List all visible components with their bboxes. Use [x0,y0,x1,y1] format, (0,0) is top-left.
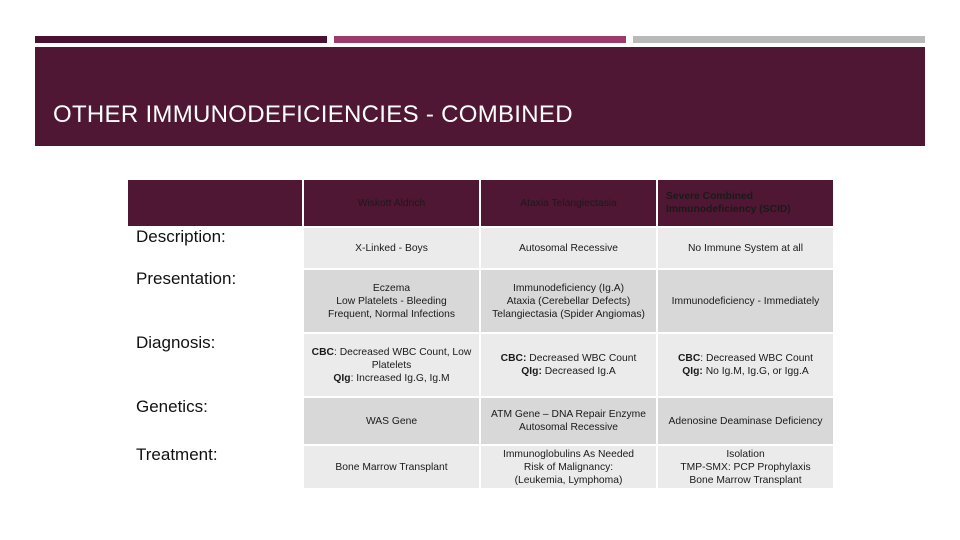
table-row: Genetics: WAS Gene ATM Gene – DNA Repair E… [126,396,835,446]
immunodeficiency-table: Wiskott Aldrich Ataxia Telangiectasia Se… [126,178,835,490]
cell-line: Immunodeficiency (Ig.A) [512,282,625,294]
cell-key: QIg [333,372,351,384]
row-label: Description: [126,226,304,270]
table-cell: WAS Gene [302,396,481,446]
cell-line: QIg: Increased Ig.G, Ig.M [304,372,479,385]
cell-line: Eczema [372,282,411,294]
cell-text: No Ig.M, Ig.G, or Igg.A [702,366,809,377]
table-cell: CBC: Decreased WBC Count QIg: No Ig.M, Ig… [656,332,835,398]
cell-line: QIg: Decreased Ig.A [481,365,656,378]
column-header: Ataxia Telangiectasia [479,178,658,228]
table-row: Description: X-Linked - Boys Autosomal Rec… [126,226,835,270]
table-cell: Immunodeficiency - Immediately [656,268,835,334]
cell-key: CBC [311,346,334,358]
table-cell: No Immune System at all [656,226,835,270]
table-cell: Immunodeficiency (Ig.A) Ataxia (Cerebella… [479,268,658,334]
cell-line: X-Linked - Boys [355,242,428,254]
cell-line: Autosomal Recessive [518,422,618,433]
cell-line: CBC: Decreased WBC Count [481,352,656,365]
table-cell: ATM Gene – DNA Repair Enzyme Autosomal Re… [479,396,658,446]
table-row: Presentation: Eczema Low Platelets - Bleed… [126,268,835,334]
table-row: Treatment: Bone Marrow Transplant Immunogl… [126,444,835,490]
cell-line: ATM Gene – DNA Repair Enzyme [491,409,646,420]
row-label: Treatment: [126,444,304,490]
cell-text: Decreased Ig.A [541,366,616,377]
cell-line: Telangiectasia (Spider Angiomas) [492,308,645,320]
table-cell: CBC: Decreased WBC Count QIg: Decreased I… [479,332,658,398]
table-row: Diagnosis: CBC: Decreased WBC Count, Low … [126,332,835,398]
cell-line: Bone Marrow Transplant [335,461,448,473]
cell-key: CBC: [500,353,527,364]
cell-line: Adenosine Deaminase Deficiency [668,415,823,427]
cell-line: QIg: No Ig.M, Ig.G, or Igg.A [658,365,833,378]
accent-bar-right [633,36,925,43]
cell-line: No Immune System at all [687,242,804,254]
cell-line: CBC: Decreased WBC Count, Low Platelets [304,346,479,372]
header-corner [126,178,304,228]
table-cell: X-Linked - Boys [302,226,481,270]
cell-line: Immunoglobulins As Needed [502,448,635,460]
cell-key: QIg: [521,366,542,377]
cell-line: Immunodeficiency - Immediately [671,295,820,307]
table-header-row: Wiskott Aldrich Ataxia Telangiectasia Se… [126,178,835,228]
table-cell: Isolation TMP-SMX: PCP Prophylaxis Bone Ma… [656,444,835,490]
table-cell: Immunoglobulins As Needed Risk of Maligna… [479,444,658,490]
page-title: OTHER IMMUNODEFICIENCIES - COMBINED [53,101,573,128]
cell-text: : Decreased WBC Count, Low Platelets [333,346,472,371]
cell-line: CBC: Decreased WBC Count [658,352,833,365]
cell-line: Low Platelets - Bleeding [336,295,447,307]
cell-text: Decreased WBC Count [526,353,637,364]
column-header: Severe Combined Immunodeficiency (SCID) [656,178,835,228]
cell-line: Frequent, Normal Infections [327,308,456,320]
row-label: Genetics: [126,396,304,446]
cell-line: Risk of Malignancy: [523,461,614,473]
cell-line: Isolation [726,448,765,460]
row-label: Presentation: [126,268,304,334]
cell-key: CBC [677,353,701,364]
cell-line: WAS Gene [365,415,418,427]
cell-text: : Increased Ig.G, Ig.M [350,372,450,384]
column-header: Wiskott Aldrich [302,178,481,228]
cell-key: QIg: [682,366,703,377]
title-banner: OTHER IMMUNODEFICIENCIES - COMBINED [35,47,925,146]
table-cell: Bone Marrow Transplant [302,444,481,490]
accent-bar-left [35,36,327,43]
cell-text: : Decreased WBC Count [700,353,814,364]
cell-line: Bone Marrow Transplant [689,474,802,486]
table-cell: Autosomal Recessive [479,226,658,270]
accent-bar-middle [334,36,626,43]
cell-line: Autosomal Recessive [518,242,618,254]
table-cell: CBC: Decreased WBC Count, Low Platelets Q… [302,332,481,398]
row-label: Diagnosis: [126,332,304,398]
cell-line: Ataxia (Cerebellar Defects) [506,295,631,307]
table-cell: Adenosine Deaminase Deficiency [656,396,835,446]
cell-line: TMP-SMX: PCP Prophylaxis [680,461,811,473]
cell-line: (Leukemia, Lymphoma) [514,474,623,486]
table-cell: Eczema Low Platelets - Bleeding Frequent, … [302,268,481,334]
